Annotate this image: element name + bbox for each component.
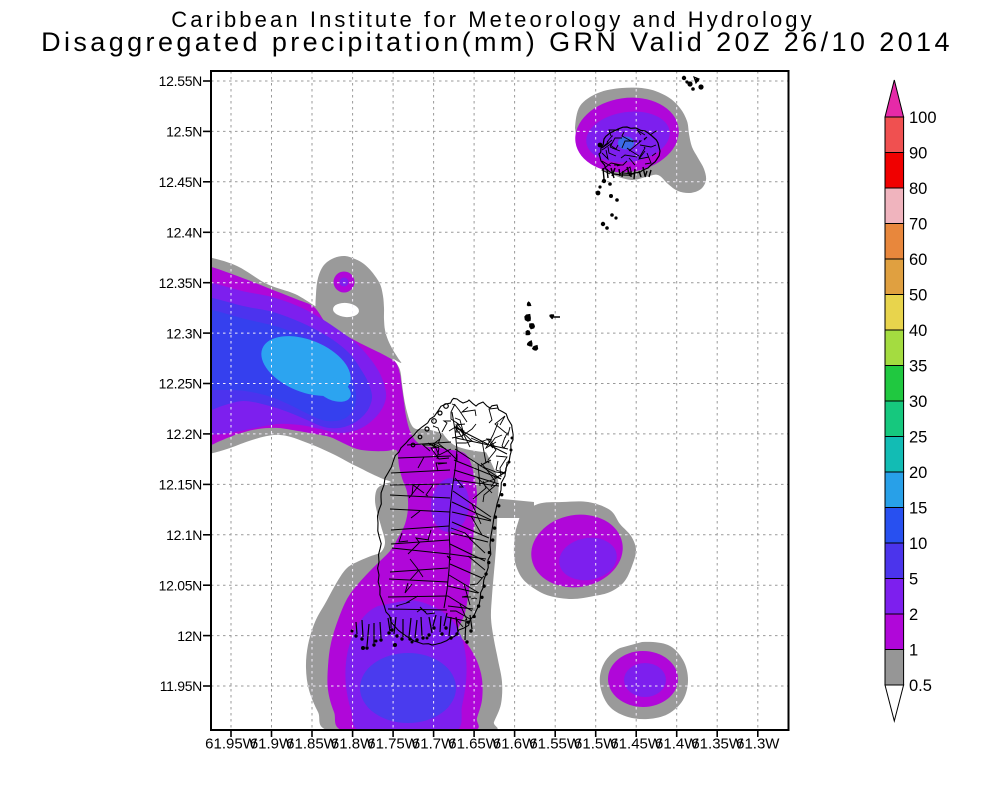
svg-text:2: 2 bbox=[909, 606, 918, 624]
svg-text:12.05N: 12.05N bbox=[159, 577, 202, 593]
svg-text:70: 70 bbox=[909, 215, 927, 233]
svg-text:61.65W: 61.65W bbox=[448, 736, 501, 753]
svg-text:61.95W: 61.95W bbox=[205, 736, 258, 753]
svg-text:61.7W: 61.7W bbox=[412, 736, 456, 753]
svg-text:5: 5 bbox=[909, 570, 918, 588]
svg-text:11.95N: 11.95N bbox=[160, 678, 202, 694]
svg-text:61.85W: 61.85W bbox=[286, 736, 339, 753]
svg-text:61.9W: 61.9W bbox=[250, 736, 294, 753]
svg-text:12.55N: 12.55N bbox=[159, 73, 202, 89]
svg-text:10: 10 bbox=[909, 535, 927, 553]
svg-text:61.4W: 61.4W bbox=[655, 736, 699, 753]
svg-text:20: 20 bbox=[909, 464, 927, 482]
svg-text:61.8W: 61.8W bbox=[331, 736, 375, 753]
svg-text:61.6W: 61.6W bbox=[493, 736, 537, 753]
svg-text:35: 35 bbox=[909, 357, 927, 375]
svg-text:90: 90 bbox=[909, 144, 927, 162]
svg-text:40: 40 bbox=[909, 322, 927, 340]
svg-text:60: 60 bbox=[909, 251, 927, 269]
svg-text:12N: 12N bbox=[177, 628, 202, 644]
svg-text:12.4N: 12.4N bbox=[166, 225, 202, 241]
svg-text:12.3N: 12.3N bbox=[166, 325, 202, 341]
svg-text:61.75W: 61.75W bbox=[367, 736, 420, 753]
svg-text:12.25N: 12.25N bbox=[159, 376, 202, 392]
svg-text:80: 80 bbox=[909, 180, 927, 198]
svg-text:61.5W: 61.5W bbox=[574, 736, 618, 753]
svg-text:12.5N: 12.5N bbox=[166, 124, 202, 140]
svg-text:12.15N: 12.15N bbox=[159, 477, 202, 493]
svg-text:61.35W: 61.35W bbox=[691, 736, 744, 753]
svg-text:61.3W: 61.3W bbox=[736, 736, 780, 753]
svg-text:12.45N: 12.45N bbox=[159, 174, 202, 190]
svg-text:25: 25 bbox=[909, 428, 927, 446]
svg-text:61.55W: 61.55W bbox=[529, 736, 582, 753]
svg-text:Disaggregated precipitation(mm: Disaggregated precipitation(mm) GRN Vali… bbox=[41, 27, 953, 57]
svg-text:12.35N: 12.35N bbox=[159, 275, 202, 291]
svg-text:Caribbean Institute for Meteor: Caribbean Institute for Meteorology and … bbox=[171, 7, 815, 32]
svg-text:50: 50 bbox=[909, 286, 927, 304]
svg-text:12.1N: 12.1N bbox=[166, 527, 202, 543]
svg-text:61.45W: 61.45W bbox=[610, 736, 663, 753]
svg-text:1: 1 bbox=[909, 641, 918, 659]
svg-text:0.5: 0.5 bbox=[909, 677, 932, 695]
svg-text:15: 15 bbox=[909, 499, 927, 517]
svg-text:30: 30 bbox=[909, 393, 927, 411]
svg-text:12.2N: 12.2N bbox=[166, 426, 202, 442]
svg-text:100: 100 bbox=[909, 109, 937, 127]
